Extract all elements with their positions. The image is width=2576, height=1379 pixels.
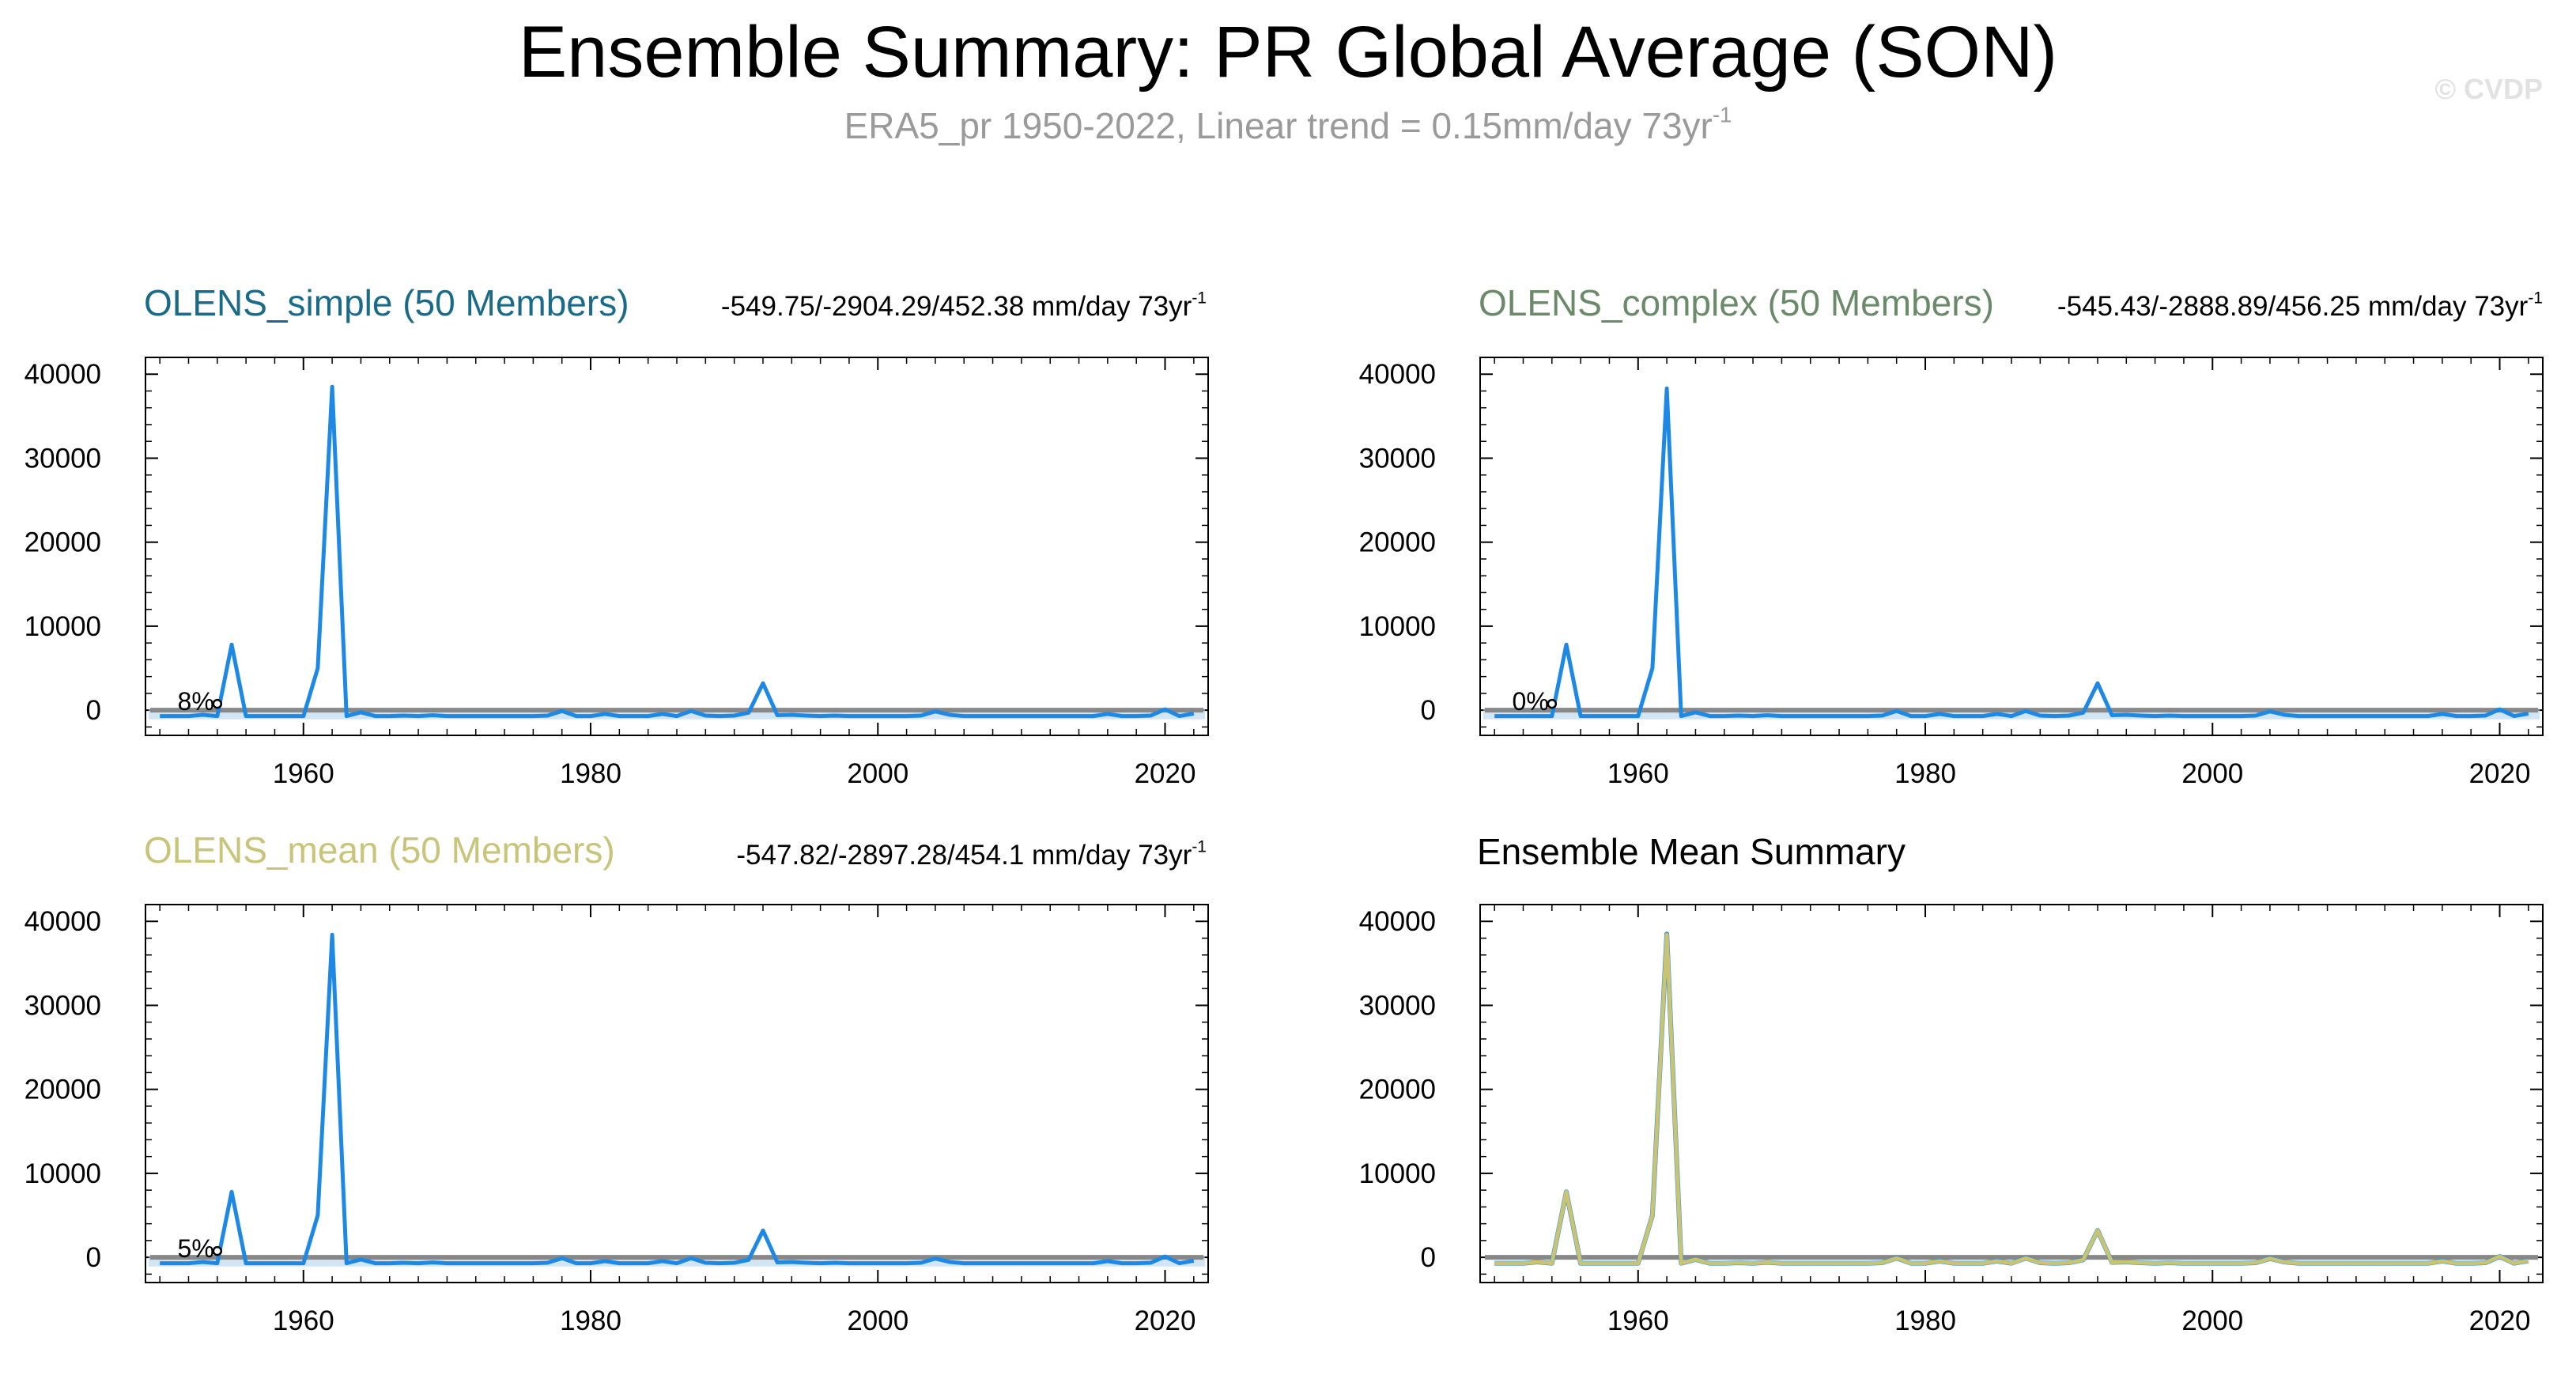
stats-text: -549.75/-2904.29/452.38 mm/day 73yr <box>720 291 1192 322</box>
x-tick-label: 1960 <box>1607 1305 1669 1336</box>
plot-frame <box>1479 357 2544 736</box>
percent-marker <box>212 1245 223 1256</box>
y-tick-label: 30000 <box>1359 443 1436 474</box>
stats-exponent: -1 <box>1192 289 1207 308</box>
y-tick-label: 40000 <box>1359 359 1436 390</box>
panel-title-ensemble-mean-summary: Ensemble Mean Summary <box>1477 831 1906 872</box>
x-tick-label: 2020 <box>2469 758 2531 789</box>
stats-text: -545.43/-2888.89/456.25 mm/day 73yr <box>2057 291 2529 322</box>
panel-stats-olens-simple: -549.75/-2904.29/452.38 mm/day 73yr-1 <box>720 289 1207 323</box>
y-tick-label: 20000 <box>1359 1075 1436 1105</box>
x-tick-label: 1980 <box>1894 1305 1956 1336</box>
subtitle-exponent: -1 <box>1712 102 1732 127</box>
series-line-ensemble-member <box>1494 386 2529 719</box>
plot-frame <box>1479 904 2544 1283</box>
y-tick-label: 40000 <box>1359 906 1436 937</box>
x-tick-label: 1980 <box>560 758 621 789</box>
percent-marker <box>1547 698 1558 709</box>
stats-exponent: -1 <box>2528 289 2543 308</box>
series-line-ensemble-member <box>160 932 1195 1266</box>
panel-title-olens-mean: OLENS_mean (50 Members) <box>144 829 615 871</box>
y-tick-label: 20000 <box>1359 527 1436 558</box>
y-tick-label: 10000 <box>25 611 101 642</box>
x-tick-label: 2000 <box>847 1305 908 1336</box>
y-tick-label: 40000 <box>25 359 101 390</box>
x-tick-label: 1980 <box>1894 758 1956 789</box>
x-tick-label: 2000 <box>2181 1305 2243 1336</box>
x-tick-label: 2020 <box>1135 758 1196 789</box>
y-tick-label: 10000 <box>1359 1158 1436 1189</box>
cvdp-watermark: © CVDP <box>2434 73 2543 105</box>
y-tick-label: 20000 <box>25 1075 101 1105</box>
x-tick-label: 2020 <box>1135 1305 1196 1336</box>
chart-panel-3: 0 10000 20000 30000 40000 1960 1980 2000 2020 <box>1359 904 2544 1336</box>
plot-frame <box>145 904 1209 1283</box>
percent-marker <box>212 698 223 709</box>
series-line-olens-simple <box>1494 931 2529 1266</box>
stats-text: -547.82/-2897.28/454.1 mm/day 73yr <box>736 840 1192 871</box>
y-tick-label: 20000 <box>25 527 101 558</box>
x-tick-label: 1960 <box>273 758 334 789</box>
panel-title-olens-simple: OLENS_simple (50 Members) <box>144 282 629 323</box>
y-tick-label: 10000 <box>1359 611 1436 642</box>
y-tick-label: 30000 <box>1359 990 1436 1021</box>
y-tick-label: 0 <box>86 695 101 726</box>
y-tick-label: 10000 <box>25 1158 101 1189</box>
page-title: Ensemble Summary: PR Global Average (SON… <box>518 12 2058 93</box>
y-tick-label: 30000 <box>25 990 101 1021</box>
x-tick-label: 2000 <box>2181 758 2243 789</box>
y-tick-label: 40000 <box>25 906 101 937</box>
series-line-olens-mean <box>1494 932 2529 1266</box>
y-tick-label: 30000 <box>25 443 101 474</box>
percent-label: 8% <box>178 687 214 716</box>
x-tick-label: 1980 <box>560 1305 621 1336</box>
chart-panel-1: 0 10000 20000 30000 40000 1960 1980 2000 2020 0% <box>1359 357 2544 789</box>
page-subtitle: ERA5_pr 1950-2022, Linear trend = 0.15mm… <box>0 104 2576 147</box>
subtitle-text: ERA5_pr 1950-2022, Linear trend = 0.15mm… <box>844 105 1713 146</box>
panel-stats-olens-complex: -545.43/-2888.89/456.25 mm/day 73yr-1 <box>2057 289 2543 323</box>
x-tick-label: 2000 <box>847 758 908 789</box>
y-tick-label: 0 <box>1421 1242 1436 1273</box>
x-tick-label: 1960 <box>273 1305 334 1336</box>
percent-label: 0% <box>1513 687 1549 716</box>
y-tick-label: 0 <box>1421 695 1436 726</box>
percent-label: 5% <box>178 1234 214 1263</box>
x-tick-label: 2020 <box>2469 1305 2531 1336</box>
x-tick-label: 1960 <box>1607 758 1669 789</box>
series-line-ensemble-member <box>160 384 1195 719</box>
panel-stats-olens-mean: -547.82/-2897.28/454.1 mm/day 73yr-1 <box>736 837 1207 871</box>
chart-panel-0: 0 10000 20000 30000 40000 1960 1980 2000 2020 8% <box>25 357 1209 789</box>
panel-title-olens-complex: OLENS_complex (50 Members) <box>1479 282 1994 323</box>
y-tick-label: 0 <box>86 1242 101 1273</box>
stats-exponent: -1 <box>1192 837 1207 856</box>
chart-panel-2: 0 10000 20000 30000 40000 1960 1980 2000 2020 5% <box>25 904 1209 1336</box>
plot-frame <box>145 357 1209 736</box>
